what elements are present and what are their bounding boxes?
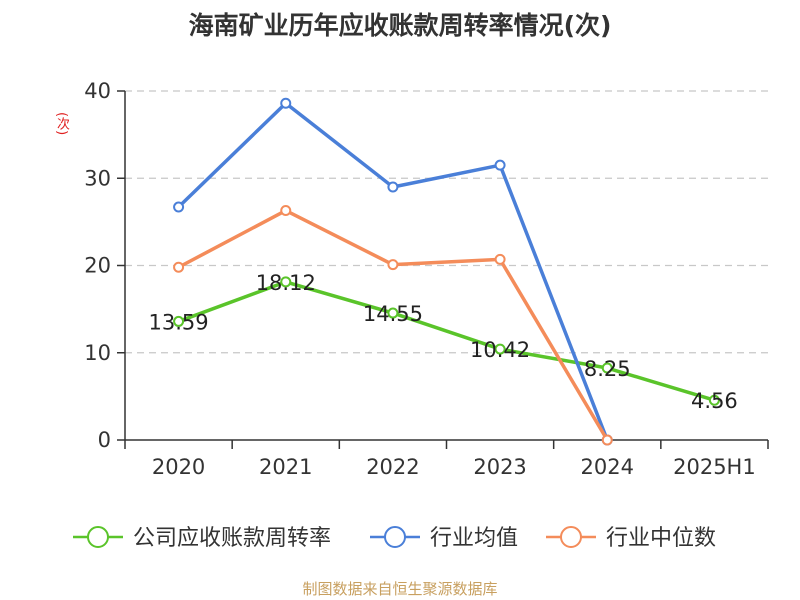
legend-label: 行业中位数 bbox=[606, 526, 716, 551]
x-tick-label: 2023 bbox=[473, 455, 526, 479]
data-point[interactable] bbox=[387, 181, 399, 193]
data-point[interactable] bbox=[280, 205, 292, 217]
data-point[interactable] bbox=[280, 97, 292, 109]
x-tick-label: 2022 bbox=[366, 455, 419, 479]
series-lines bbox=[173, 97, 720, 446]
y-tick-label: 30 bbox=[84, 166, 111, 190]
data-point[interactable] bbox=[494, 253, 506, 265]
data-point[interactable] bbox=[173, 201, 185, 213]
data-labels: 13.59 18.12 14.55 10.42 8.25 4.56 bbox=[149, 271, 738, 413]
legend-label: 行业均值 bbox=[430, 526, 518, 551]
legend-label: 公司应收账款周转率 bbox=[133, 526, 331, 551]
gridlines bbox=[125, 90, 768, 354]
y-axis-label: (次) bbox=[54, 112, 69, 136]
data-point[interactable] bbox=[601, 362, 613, 374]
data-point[interactable] bbox=[387, 259, 399, 271]
series-line-1 bbox=[177, 101, 609, 441]
data-point[interactable] bbox=[173, 261, 185, 273]
data-label: 4.56 bbox=[691, 389, 738, 413]
series-line-0 bbox=[177, 280, 715, 402]
legend-item[interactable]: 公司应收账款周转率 bbox=[73, 526, 331, 551]
data-label: 13.59 bbox=[149, 310, 209, 334]
data-point[interactable] bbox=[494, 159, 506, 171]
legend-item[interactable]: 行业中位数 bbox=[546, 526, 716, 551]
legend-marker bbox=[384, 526, 406, 548]
data-label: 10.42 bbox=[470, 338, 530, 362]
legend-marker bbox=[87, 526, 109, 548]
legend-item[interactable]: 行业均值 bbox=[370, 526, 518, 551]
y-tick-labels: 0 10 20 30 40 bbox=[84, 79, 125, 452]
legend-marker bbox=[560, 526, 582, 548]
data-point[interactable] bbox=[708, 394, 720, 406]
y-tick-label: 0 bbox=[98, 428, 111, 452]
y-tick-label: 20 bbox=[84, 254, 111, 278]
x-tick-label: 2020 bbox=[152, 455, 205, 479]
x-tick-label: 2024 bbox=[581, 455, 634, 479]
data-point[interactable] bbox=[494, 343, 506, 355]
data-point[interactable] bbox=[601, 434, 613, 446]
data-point[interactable] bbox=[387, 307, 399, 319]
data-point[interactable] bbox=[173, 315, 185, 327]
data-label: 18.12 bbox=[256, 271, 316, 295]
source-note: 制图数据来自恒生聚源数据库 bbox=[302, 580, 498, 598]
data-label: 14.55 bbox=[363, 302, 423, 326]
data-point[interactable] bbox=[280, 276, 292, 288]
x-tick-label: 2021 bbox=[259, 455, 312, 479]
legend[interactable]: 公司应收账款周转率 行业均值 行业中位数 bbox=[73, 526, 716, 551]
y-tick-label: 10 bbox=[84, 341, 111, 365]
chart-title: 海南矿业历年应收账款周转率情况(次) bbox=[188, 11, 612, 40]
data-label: 8.25 bbox=[584, 357, 631, 381]
x-tick-label: 2025H1 bbox=[673, 455, 756, 479]
y-tick-label: 40 bbox=[84, 79, 111, 103]
x-tick-labels: 2020 2021 2022 2023 2024 2025H1 bbox=[124, 440, 769, 479]
